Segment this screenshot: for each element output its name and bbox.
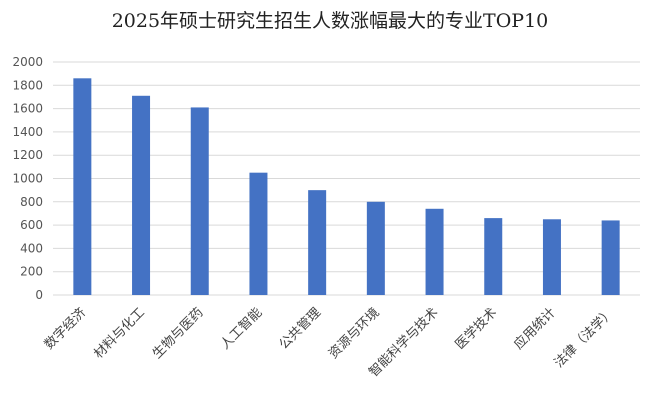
bar-10	[601, 220, 620, 295]
bar-4	[249, 172, 268, 295]
bar-7	[425, 208, 444, 295]
y-tick-label: 600	[20, 218, 43, 232]
bar-5	[308, 190, 327, 295]
y-tick-label: 1400	[12, 125, 43, 139]
y-tick-label: 2000	[12, 55, 43, 69]
bar-1	[73, 78, 92, 295]
y-tick-label: 1000	[12, 172, 43, 186]
y-tick-label: 200	[20, 265, 43, 279]
y-tick-label: 0	[35, 288, 43, 302]
y-tick-label: 1200	[12, 148, 43, 162]
bar-2	[132, 95, 151, 295]
x-tick-label: 生物与医药	[150, 305, 207, 362]
bar-8	[484, 218, 503, 295]
x-tick-label: 应用统计	[511, 305, 559, 353]
y-tick-label: 1800	[12, 78, 43, 92]
x-tick-label: 人工智能	[218, 305, 265, 352]
y-tick-label: 800	[20, 195, 43, 209]
y-tick-label: 400	[20, 241, 43, 255]
chart-title: 2025年硕士研究生招生人数涨幅最大的专业TOP10	[111, 10, 549, 32]
x-tick-label: 法律（法学）	[551, 305, 617, 371]
x-tick-label: 医学技术	[452, 305, 500, 353]
x-tick-label: 材料与化工	[91, 305, 148, 362]
bar-3	[190, 107, 209, 295]
x-tick-label: 数字经济	[42, 305, 89, 352]
x-tick-label: 公共管理	[277, 305, 324, 352]
bar-6	[366, 201, 385, 295]
y-tick-label: 1600	[12, 102, 43, 116]
bar-9	[542, 219, 561, 295]
x-tick-label: 资源与环境	[326, 305, 383, 362]
